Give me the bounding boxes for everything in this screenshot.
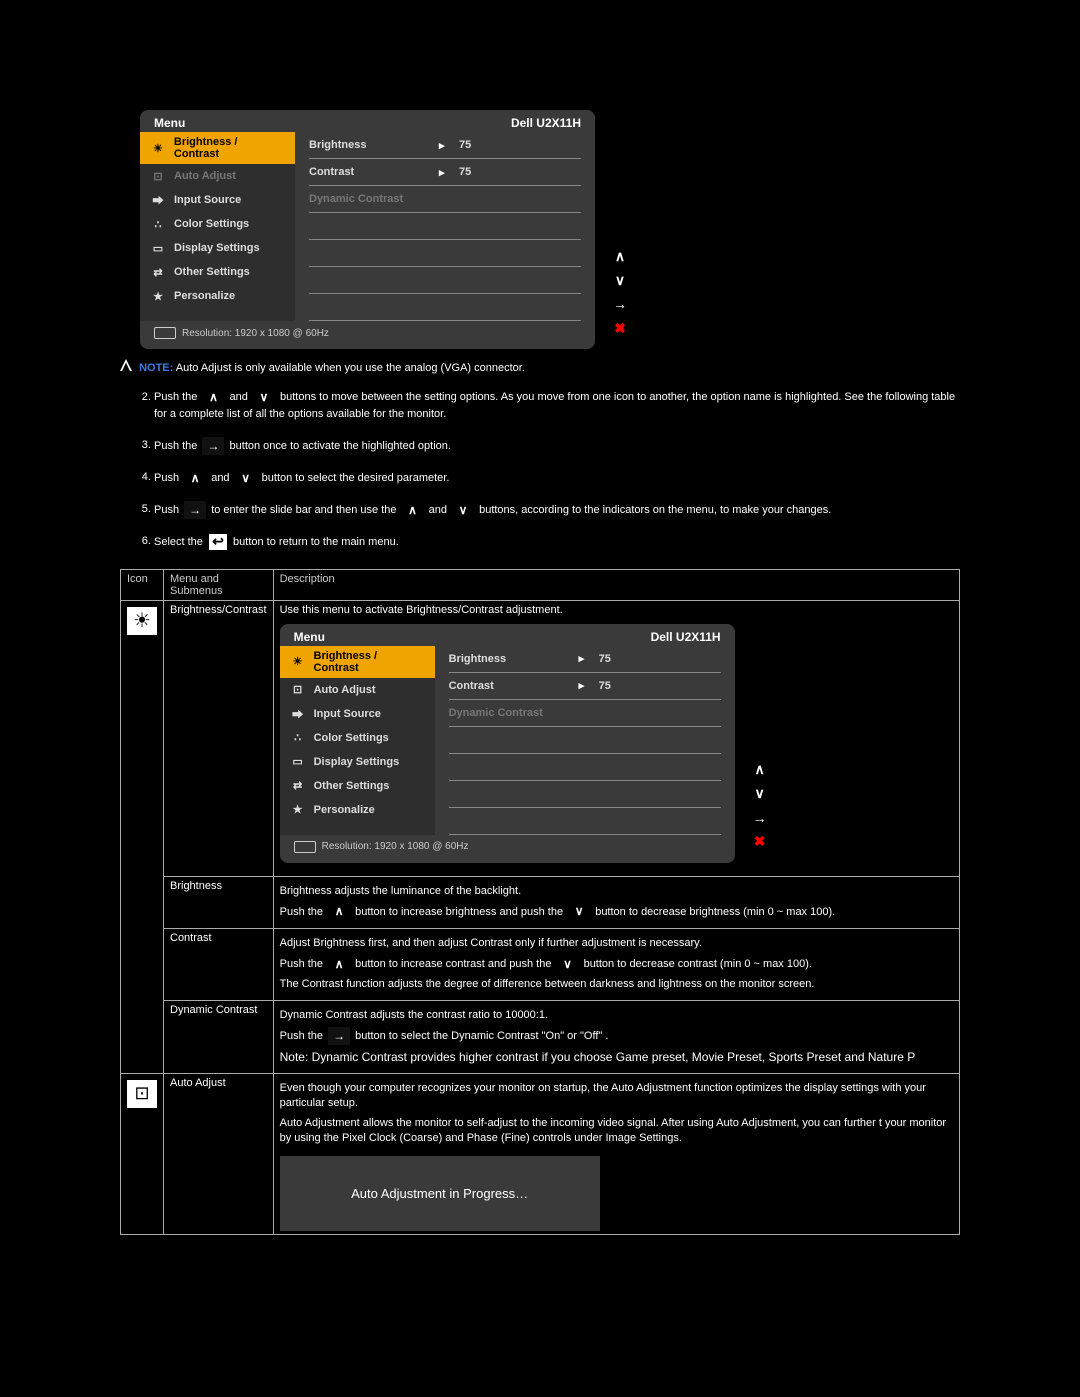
osd-sidebar: ☀ Brightness / Contrast ⊡ Auto Adjust ⮕ … — [140, 132, 295, 321]
up-icon — [402, 501, 424, 519]
osd-footer: Resolution: 1920 x 1080 @ 60Hz — [140, 321, 595, 349]
sidebar-item-personalize[interactable]: ★ Personalize — [140, 284, 295, 308]
table-row: Dynamic Contrast Dynamic Contrast adjust… — [121, 1000, 960, 1073]
up-button[interactable] — [749, 759, 771, 781]
rect-icon: ▭ — [150, 240, 166, 256]
sidebar-item-display[interactable]: ▭Display Settings — [280, 750, 435, 774]
resolution-icon — [154, 327, 176, 339]
col-submenus: Menu and Submenus — [164, 569, 274, 600]
enter-icon — [184, 501, 206, 519]
submenu-name: Brightness — [164, 876, 274, 928]
step-4: Push and button to select the desired pa… — [154, 469, 960, 487]
close-button[interactable] — [749, 831, 771, 853]
row-icon-cell: ⊡ — [121, 1073, 164, 1235]
enter-button[interactable] — [609, 293, 631, 315]
osd-menu-label: Menu — [154, 116, 185, 130]
sidebar-item-brightness[interactable]: ☀Brightness / Contrast — [280, 646, 435, 678]
osd-menu-top: Menu Dell U2X11H ☀ Brightness / Contrast… — [140, 110, 595, 349]
submenu-name: Brightness/Contrast — [164, 600, 274, 876]
sidebar-item-auto-adjust[interactable]: ⊡ Auto Adjust — [140, 164, 295, 188]
osd-menu-embedded: Menu Dell U2X11H ☀Brightness / Contrast … — [280, 624, 735, 863]
osd-main: Brightness ▸ 75 Contrast ▸ 75 Dynamic Co… — [295, 132, 595, 321]
down-icon — [452, 501, 474, 519]
osd-row-dynamic: Dynamic Contrast — [309, 186, 581, 213]
submenu-desc: Brightness adjusts the luminance of the … — [273, 876, 959, 928]
sun-icon: ☀ — [127, 607, 157, 635]
up-icon — [328, 955, 350, 973]
osd-row-blank — [309, 213, 581, 240]
sidebar-item-input-source[interactable]: ⮕ Input Source — [140, 188, 295, 212]
submenu-name: Dynamic Contrast — [164, 1000, 274, 1073]
down-icon — [235, 469, 257, 487]
osd-row-contrast[interactable]: Contrast ▸ 75 — [309, 159, 581, 186]
auto-adjust-progress: Auto Adjustment in Progress… — [280, 1156, 600, 1231]
submenu-desc: Use this menu to activate Brightness/Con… — [273, 600, 959, 876]
target-icon: ⊡ — [127, 1080, 157, 1108]
submenu-name: Contrast — [164, 928, 274, 1000]
note-text: Auto Adjust is only available when you u… — [176, 362, 525, 374]
osd-model: Dell U2X11H — [511, 116, 581, 130]
table-row: Brightness Brightness adjusts the lumina… — [121, 876, 960, 928]
osd-row-blank — [309, 240, 581, 267]
description-table: Icon Menu and Submenus Description ☀ Bri… — [120, 569, 960, 1236]
table-row: Contrast Adjust Brightness first, and th… — [121, 928, 960, 1000]
submenu-desc: Dynamic Contrast adjusts the contrast ra… — [273, 1000, 959, 1073]
submenu-desc: Adjust Brightness first, and then adjust… — [273, 928, 959, 1000]
submenu-desc: Even though your computer recognizes you… — [273, 1073, 959, 1235]
back-icon — [208, 533, 228, 551]
sidebar-item-other[interactable]: ⇄Other Settings — [280, 774, 435, 798]
sidebar-item-color[interactable]: ∴Color Settings — [280, 726, 435, 750]
table-row: ⊡ Auto Adjust Even though your computer … — [121, 1073, 960, 1235]
note: NOTE: Auto Adjust is only available when… — [120, 359, 960, 374]
up-icon — [184, 469, 206, 487]
step-6: Select the button to return to the main … — [154, 533, 960, 551]
col-icon: Icon — [121, 569, 164, 600]
page: Menu Dell U2X11H ☀ Brightness / Contrast… — [0, 0, 1080, 1275]
down-icon — [568, 903, 590, 921]
sliders-icon: ⇄ — [150, 264, 166, 280]
up-icon — [202, 388, 224, 406]
down-button[interactable] — [609, 269, 631, 291]
chevron-right-icon: ▸ — [439, 166, 459, 179]
note-icon — [120, 359, 132, 371]
sun-icon: ☀ — [150, 140, 166, 156]
sidebar-item-color[interactable]: ∴ Color Settings — [140, 212, 295, 236]
enter-icon — [202, 437, 224, 455]
osd-side-buttons — [609, 245, 631, 339]
up-button[interactable] — [609, 245, 631, 267]
sidebar-item-input-source[interactable]: ⮕Input Source — [280, 702, 435, 726]
close-button[interactable] — [609, 317, 631, 339]
step-2: Push the and buttons to move between the… — [154, 388, 960, 423]
up-icon — [328, 903, 350, 921]
step-5: Push to enter the slide bar and then use… — [154, 501, 960, 519]
sidebar-item-brightness[interactable]: ☀ Brightness / Contrast — [140, 132, 295, 164]
dots-icon: ∴ — [150, 216, 166, 232]
submenu-name: Auto Adjust — [164, 1073, 274, 1235]
instruction-steps: Push the and buttons to move between the… — [120, 388, 960, 551]
sidebar-item-personalize[interactable]: ★Personalize — [280, 798, 435, 822]
col-desc: Description — [273, 569, 959, 600]
down-icon — [253, 388, 275, 406]
sidebar-item-other[interactable]: ⇄ Other Settings — [140, 260, 295, 284]
chevron-right-icon: ▸ — [439, 139, 459, 152]
table-header-row: Icon Menu and Submenus Description — [121, 569, 960, 600]
enter-icon — [328, 1027, 350, 1045]
table-row: ☀ Brightness/Contrast Use this menu to a… — [121, 600, 960, 876]
osd-row-blank — [309, 267, 581, 294]
down-button[interactable] — [749, 783, 771, 805]
down-icon — [557, 955, 579, 973]
step-3: Push the button once to activate the hig… — [154, 437, 960, 455]
sidebar-item-auto-adjust[interactable]: ⊡Auto Adjust — [280, 678, 435, 702]
sidebar-item-display[interactable]: ▭ Display Settings — [140, 236, 295, 260]
input-icon: ⮕ — [150, 192, 166, 208]
star-icon: ★ — [150, 288, 166, 304]
target-icon: ⊡ — [150, 168, 166, 184]
osd-row-blank — [309, 294, 581, 321]
note-label: NOTE: — [139, 362, 173, 374]
row-icon-cell: ☀ — [121, 600, 164, 1073]
osd-row-brightness[interactable]: Brightness ▸ 75 — [309, 132, 581, 159]
enter-button[interactable] — [749, 807, 771, 829]
